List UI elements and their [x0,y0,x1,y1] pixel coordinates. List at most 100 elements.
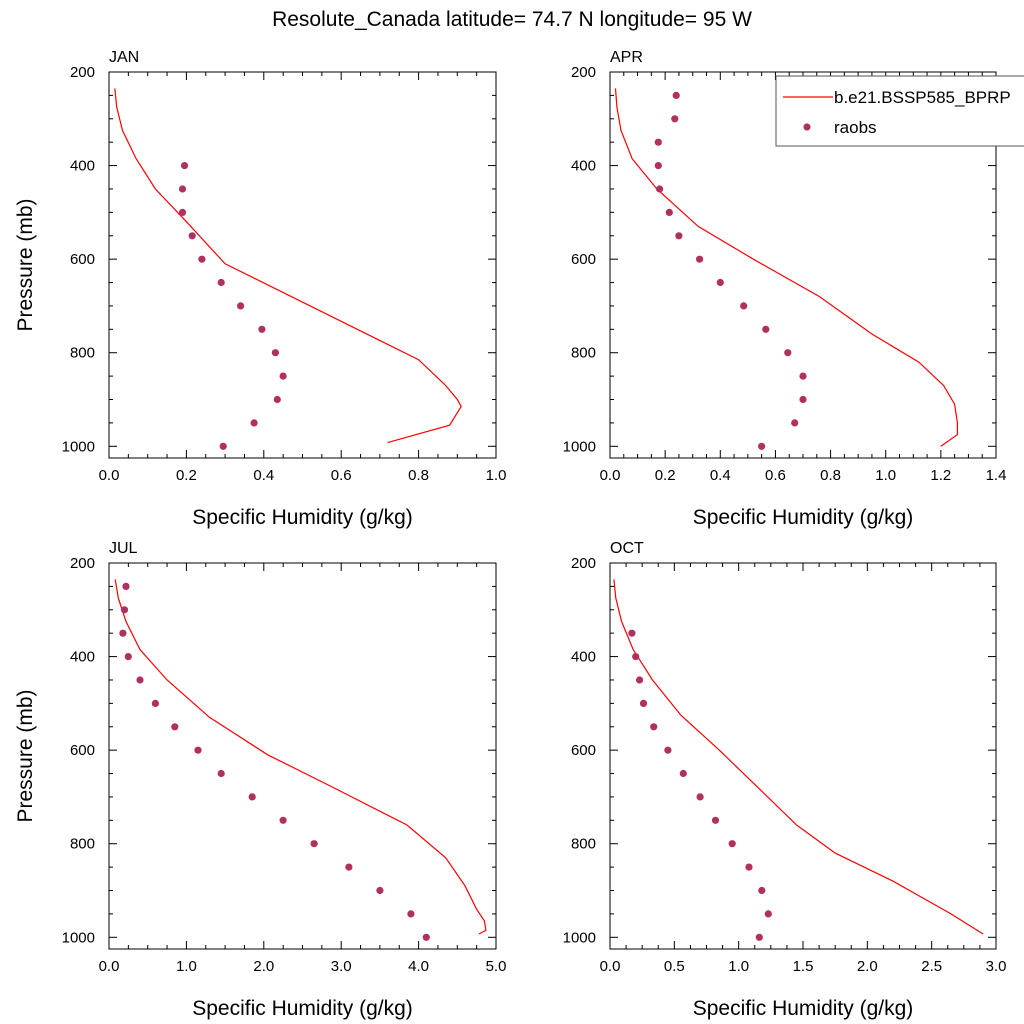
raobs-point [376,886,384,895]
raobs-point [171,723,179,731]
raobs-point [422,933,430,941]
y-tick-label: 1000 [62,929,95,946]
figure-title: Resolute_Canada latitude= 74.7 N longitu… [272,8,752,31]
x-tick-label: 0.6 [765,467,786,484]
x-tick-label: 1.0 [875,467,896,484]
legend-box [775,75,1024,147]
x-tick-label: 1.4 [986,467,1007,484]
raobs-point [650,723,658,731]
raobs-point [716,278,724,287]
raobs-point [198,255,206,263]
x-tick-label: 0.0 [99,958,120,975]
raobs-point [122,582,130,591]
y-tick-label: 800 [70,345,95,362]
x-tick-label: 0.5 [664,958,685,975]
raobs-point [345,863,353,871]
x-tick-label: 0.0 [99,467,120,484]
raobs-point [799,395,807,404]
y-tick-label: 200 [571,64,596,81]
panel-label: JAN [109,49,139,66]
panel-jan: JAN 0.0 0.2 0.4 0.6 0.8 1.0 200 400 600 800 1000 Spe… [14,49,506,529]
y-tick-label: 1000 [563,438,596,455]
raobs-point [119,629,127,637]
raobs-point [656,185,664,193]
x-axis-label: Specific Humidity (g/kg) [192,506,413,529]
raobs-point [755,933,763,941]
raobs-point [711,816,720,824]
raobs-point [791,419,799,427]
x-tick-label: 1.5 [793,958,814,975]
raobs-point [758,442,766,450]
panel-jul: JUL 0.0 1.0 2.0 3.0 4.0 5.0 200 400 600 800 1000 Spe… [14,540,506,1020]
panel-label: JUL [109,540,138,557]
raobs-point [124,653,132,661]
raobs-point [675,232,683,240]
model-profile-line [114,579,487,935]
raobs-point [762,325,770,333]
raobs-point [639,699,648,708]
x-tick-label: 1.0 [486,467,507,484]
raobs-point [654,138,662,146]
raobs-point [188,232,196,240]
legend-model-label: b.e21.BSSP585_BPRP [834,88,1011,107]
y-tick-label: 800 [571,345,596,362]
raobs-point [310,840,318,848]
y-tick-label: 400 [571,649,596,666]
raobs-point [250,419,258,427]
raobs-point [764,910,772,918]
y-tick-label: 800 [571,836,596,853]
y-tick-label: 200 [571,555,596,572]
y-tick-label: 1000 [62,438,95,455]
raobs-point [654,162,662,170]
raobs-point [217,278,225,287]
y-axis-label: Pressure (mb) [14,198,37,331]
panel-label: APR [610,49,643,66]
x-tick-label: 1.2 [930,467,951,484]
x-tick-label: 3.0 [986,958,1007,975]
panel-apr: APR 0.0 0.2 0.4 0.6 0.8 1.0 1.2 1.4 200 400 600 800 1… [563,49,1007,529]
model-profile-line [614,88,959,447]
x-tick-label: 3.0 [331,958,352,975]
x-tick-label: 0.0 [600,958,621,975]
raobs-point [740,302,748,310]
raobs-point [273,395,281,404]
raobs-point [136,676,144,684]
raobs-point [219,442,227,450]
x-tick-label: 0.2 [176,467,197,484]
model-profile-line [114,88,462,444]
raobs-point [178,208,187,216]
raobs-point [758,886,766,895]
y-axis-label: Pressure (mb) [14,689,37,822]
x-tick-label: 0.6 [331,467,352,484]
x-tick-label: 0.2 [655,467,676,484]
raobs-point [745,863,753,871]
raobs-point [664,746,672,754]
legend-dot-swatch [803,123,811,131]
raobs-point [180,162,189,170]
raobs-point [194,746,202,754]
y-tick-label: 600 [571,251,596,268]
y-tick-label: 600 [571,742,596,759]
model-profile-line [613,579,984,935]
y-tick-label: 400 [70,158,95,175]
x-tick-label: 0.8 [820,467,841,484]
x-tick-label: 4.0 [408,958,429,975]
raobs-point [217,769,225,778]
y-tick-label: 1000 [563,929,596,946]
panels: JAN 0.0 0.2 0.4 0.6 0.8 1.0 200 400 600 800 1000 Spe… [14,49,1006,1020]
raobs-point [279,816,287,824]
x-tick-label: 0.4 [710,467,731,484]
panel-label: OCT [610,540,644,557]
raobs-point [696,793,704,801]
x-tick-label: 1.0 [176,958,197,975]
y-tick-label: 600 [70,251,95,268]
x-tick-label: 0.0 [600,467,621,484]
x-axis-label: Specific Humidity (g/kg) [693,506,914,529]
legend-obs-label: raobs [834,118,877,137]
raobs-point [665,208,673,216]
raobs-point [799,372,807,380]
raobs-point [696,255,704,263]
